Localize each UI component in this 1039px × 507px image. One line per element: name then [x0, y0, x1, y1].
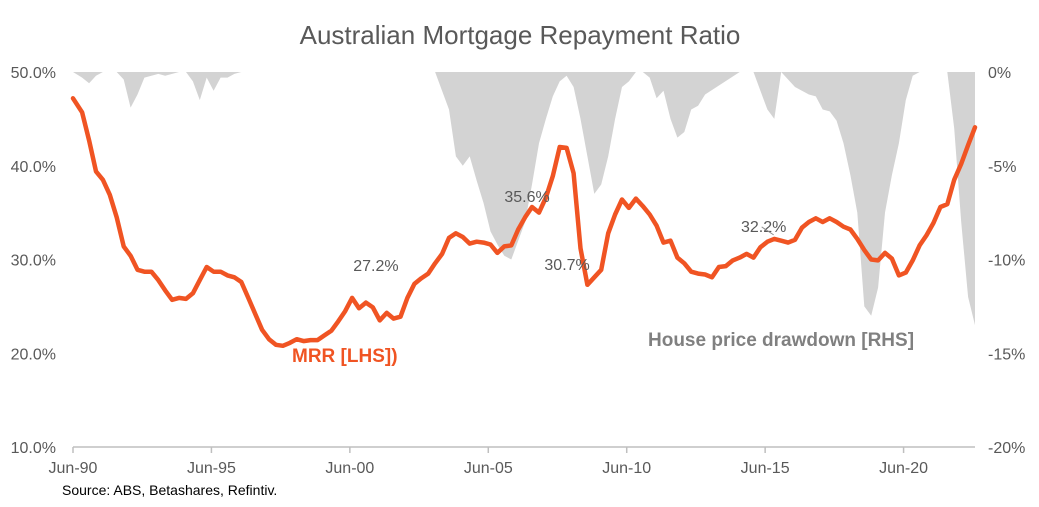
left-tick-label: 10.0% [11, 440, 56, 457]
annotation-layer: 27.2% 35.6% 30.7% 32.2% [353, 189, 786, 275]
right-tick-label: -20% [988, 440, 1025, 457]
left-tick-label: 40.0% [11, 159, 56, 176]
left-tick-label: 50.0% [11, 65, 56, 82]
x-tick-label: Jun-15 [741, 460, 790, 477]
x-tick-label: Jun-20 [879, 460, 928, 477]
drawdown-series-label: House price drawdown [RHS] [648, 330, 914, 351]
x-tick-label: Jun-10 [602, 460, 651, 477]
right-axis-tick-labels: 0% -5% -10% -15% -20% [988, 65, 1025, 457]
x-tick-label: Jun-95 [187, 460, 236, 477]
data-label: 30.7% [544, 257, 589, 274]
right-tick-label: -5% [988, 159, 1016, 176]
data-label: 27.2% [353, 258, 398, 275]
label-leader-line [761, 226, 774, 236]
drawdown-area-layer [73, 72, 975, 326]
chart-title: Australian Mortgage Repayment Ratio [300, 20, 741, 50]
x-tick-label: Jun-05 [464, 460, 513, 477]
right-tick-label: 0% [988, 65, 1011, 82]
mrr-line [70, 96, 978, 349]
x-tick-labels: Jun-90 Jun-95 Jun-00 Jun-05 Jun-10 Jun-15 Jun-… [49, 447, 928, 477]
x-tick-label: Jun-00 [325, 460, 374, 477]
data-label: 35.6% [504, 189, 549, 206]
right-tick-label: -15% [988, 346, 1025, 363]
left-tick-label: 30.0% [11, 253, 56, 270]
x-tick-label: Jun-90 [49, 460, 98, 477]
right-tick-label: -10% [988, 253, 1025, 270]
mrr-series-label: MRR [LHS]) [292, 346, 398, 367]
left-tick-label: 20.0% [11, 346, 56, 363]
data-label: 32.2% [741, 219, 786, 236]
drawdown-area [73, 72, 975, 326]
mrr-line-layer [70, 96, 978, 349]
source-note: Source: ABS, Betashares, Refintiv. [62, 482, 277, 498]
left-axis-tick-labels: 10.0% 20.0% 30.0% 40.0% 50.0% [11, 65, 56, 457]
